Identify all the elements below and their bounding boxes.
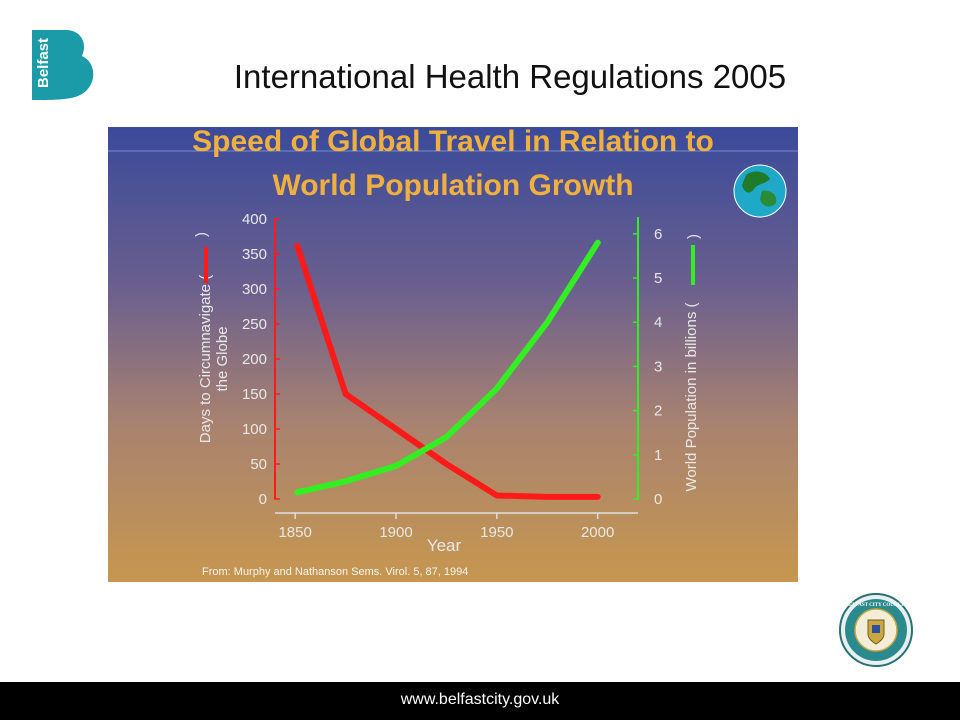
days-point bbox=[595, 494, 601, 500]
y-left-tick-label: 50 bbox=[250, 456, 267, 473]
y-left-tick-label: 100 bbox=[242, 421, 267, 438]
y-left-tick-label: 250 bbox=[242, 316, 267, 333]
y-left-tick-label: 350 bbox=[242, 246, 267, 263]
y-axis-left-label-1: Days to Circumnavigate ( bbox=[197, 275, 214, 443]
x-axis-label: Year bbox=[427, 536, 462, 555]
y-right-tick-label: 6 bbox=[654, 226, 662, 243]
population-point bbox=[595, 240, 601, 246]
y-left-tick-label: 0 bbox=[259, 491, 267, 508]
globe-icon bbox=[733, 164, 787, 218]
chart-title-line-2: World Population Growth bbox=[272, 169, 633, 202]
x-tick-label: 1950 bbox=[480, 524, 513, 541]
days-point bbox=[494, 493, 500, 498]
world-population-line bbox=[294, 239, 601, 496]
y-left-tick-label: 200 bbox=[242, 351, 267, 368]
y-right-tick-label: 3 bbox=[654, 358, 662, 375]
y-left-tick-label: 150 bbox=[242, 386, 267, 403]
chart-panel: Speed of Global Travel in Relation to Wo… bbox=[108, 127, 798, 582]
x-tick-label: 1900 bbox=[379, 524, 412, 541]
belfast-logo-text: Belfast bbox=[35, 38, 52, 88]
y-right-tick-label: 5 bbox=[654, 270, 662, 287]
x-tick-label: 2000 bbox=[581, 524, 614, 541]
population-point bbox=[494, 386, 500, 392]
right-legend-close-paren: ) bbox=[685, 234, 702, 239]
population-point bbox=[443, 434, 449, 440]
belfast-logo-shape bbox=[32, 30, 94, 100]
days-point bbox=[294, 243, 300, 249]
belfast-logo: Belfast bbox=[26, 26, 96, 102]
footer-bar: www.belfastcity.gov.uk bbox=[0, 682, 960, 720]
x-tick-label: 1850 bbox=[278, 524, 311, 541]
y-left-tick-label: 300 bbox=[242, 281, 267, 298]
crest-text: BELFAST CITY COUNCIL bbox=[846, 603, 907, 608]
days-point bbox=[443, 461, 449, 467]
population-point bbox=[393, 463, 399, 469]
population-point bbox=[294, 489, 300, 495]
y-right-tick-label: 1 bbox=[654, 447, 662, 464]
footer-url[interactable]: www.belfastcity.gov.uk bbox=[400, 691, 560, 708]
line-chart: Speed of Global Travel in Relation to Wo… bbox=[108, 127, 798, 578]
chart-title-line-1: Speed of Global Travel in Relation to bbox=[192, 127, 714, 158]
y-right-tick-label: 0 bbox=[654, 491, 662, 508]
y-axis-left-label-2: the Globe bbox=[214, 326, 231, 391]
y-right-tick-label: 2 bbox=[654, 403, 662, 420]
source-note: From: Murphy and Nathanson Sems. Virol. … bbox=[202, 566, 468, 578]
belfast-city-council-crest: BELFAST CITY COUNCIL bbox=[838, 592, 914, 668]
left-legend-close-paren: ) bbox=[193, 232, 210, 237]
population-point bbox=[343, 478, 349, 484]
days-to-circumnavigate-line bbox=[294, 242, 601, 500]
page-title: International Health Regulations 2005 bbox=[233, 58, 787, 95]
y-axis-right-label: World Population in billions ( bbox=[683, 303, 700, 492]
days-point bbox=[343, 391, 349, 397]
population-point bbox=[544, 319, 550, 325]
y-right-tick-label: 4 bbox=[654, 314, 662, 331]
days-point bbox=[544, 494, 550, 500]
y-left-tick-label: 400 bbox=[242, 211, 267, 228]
